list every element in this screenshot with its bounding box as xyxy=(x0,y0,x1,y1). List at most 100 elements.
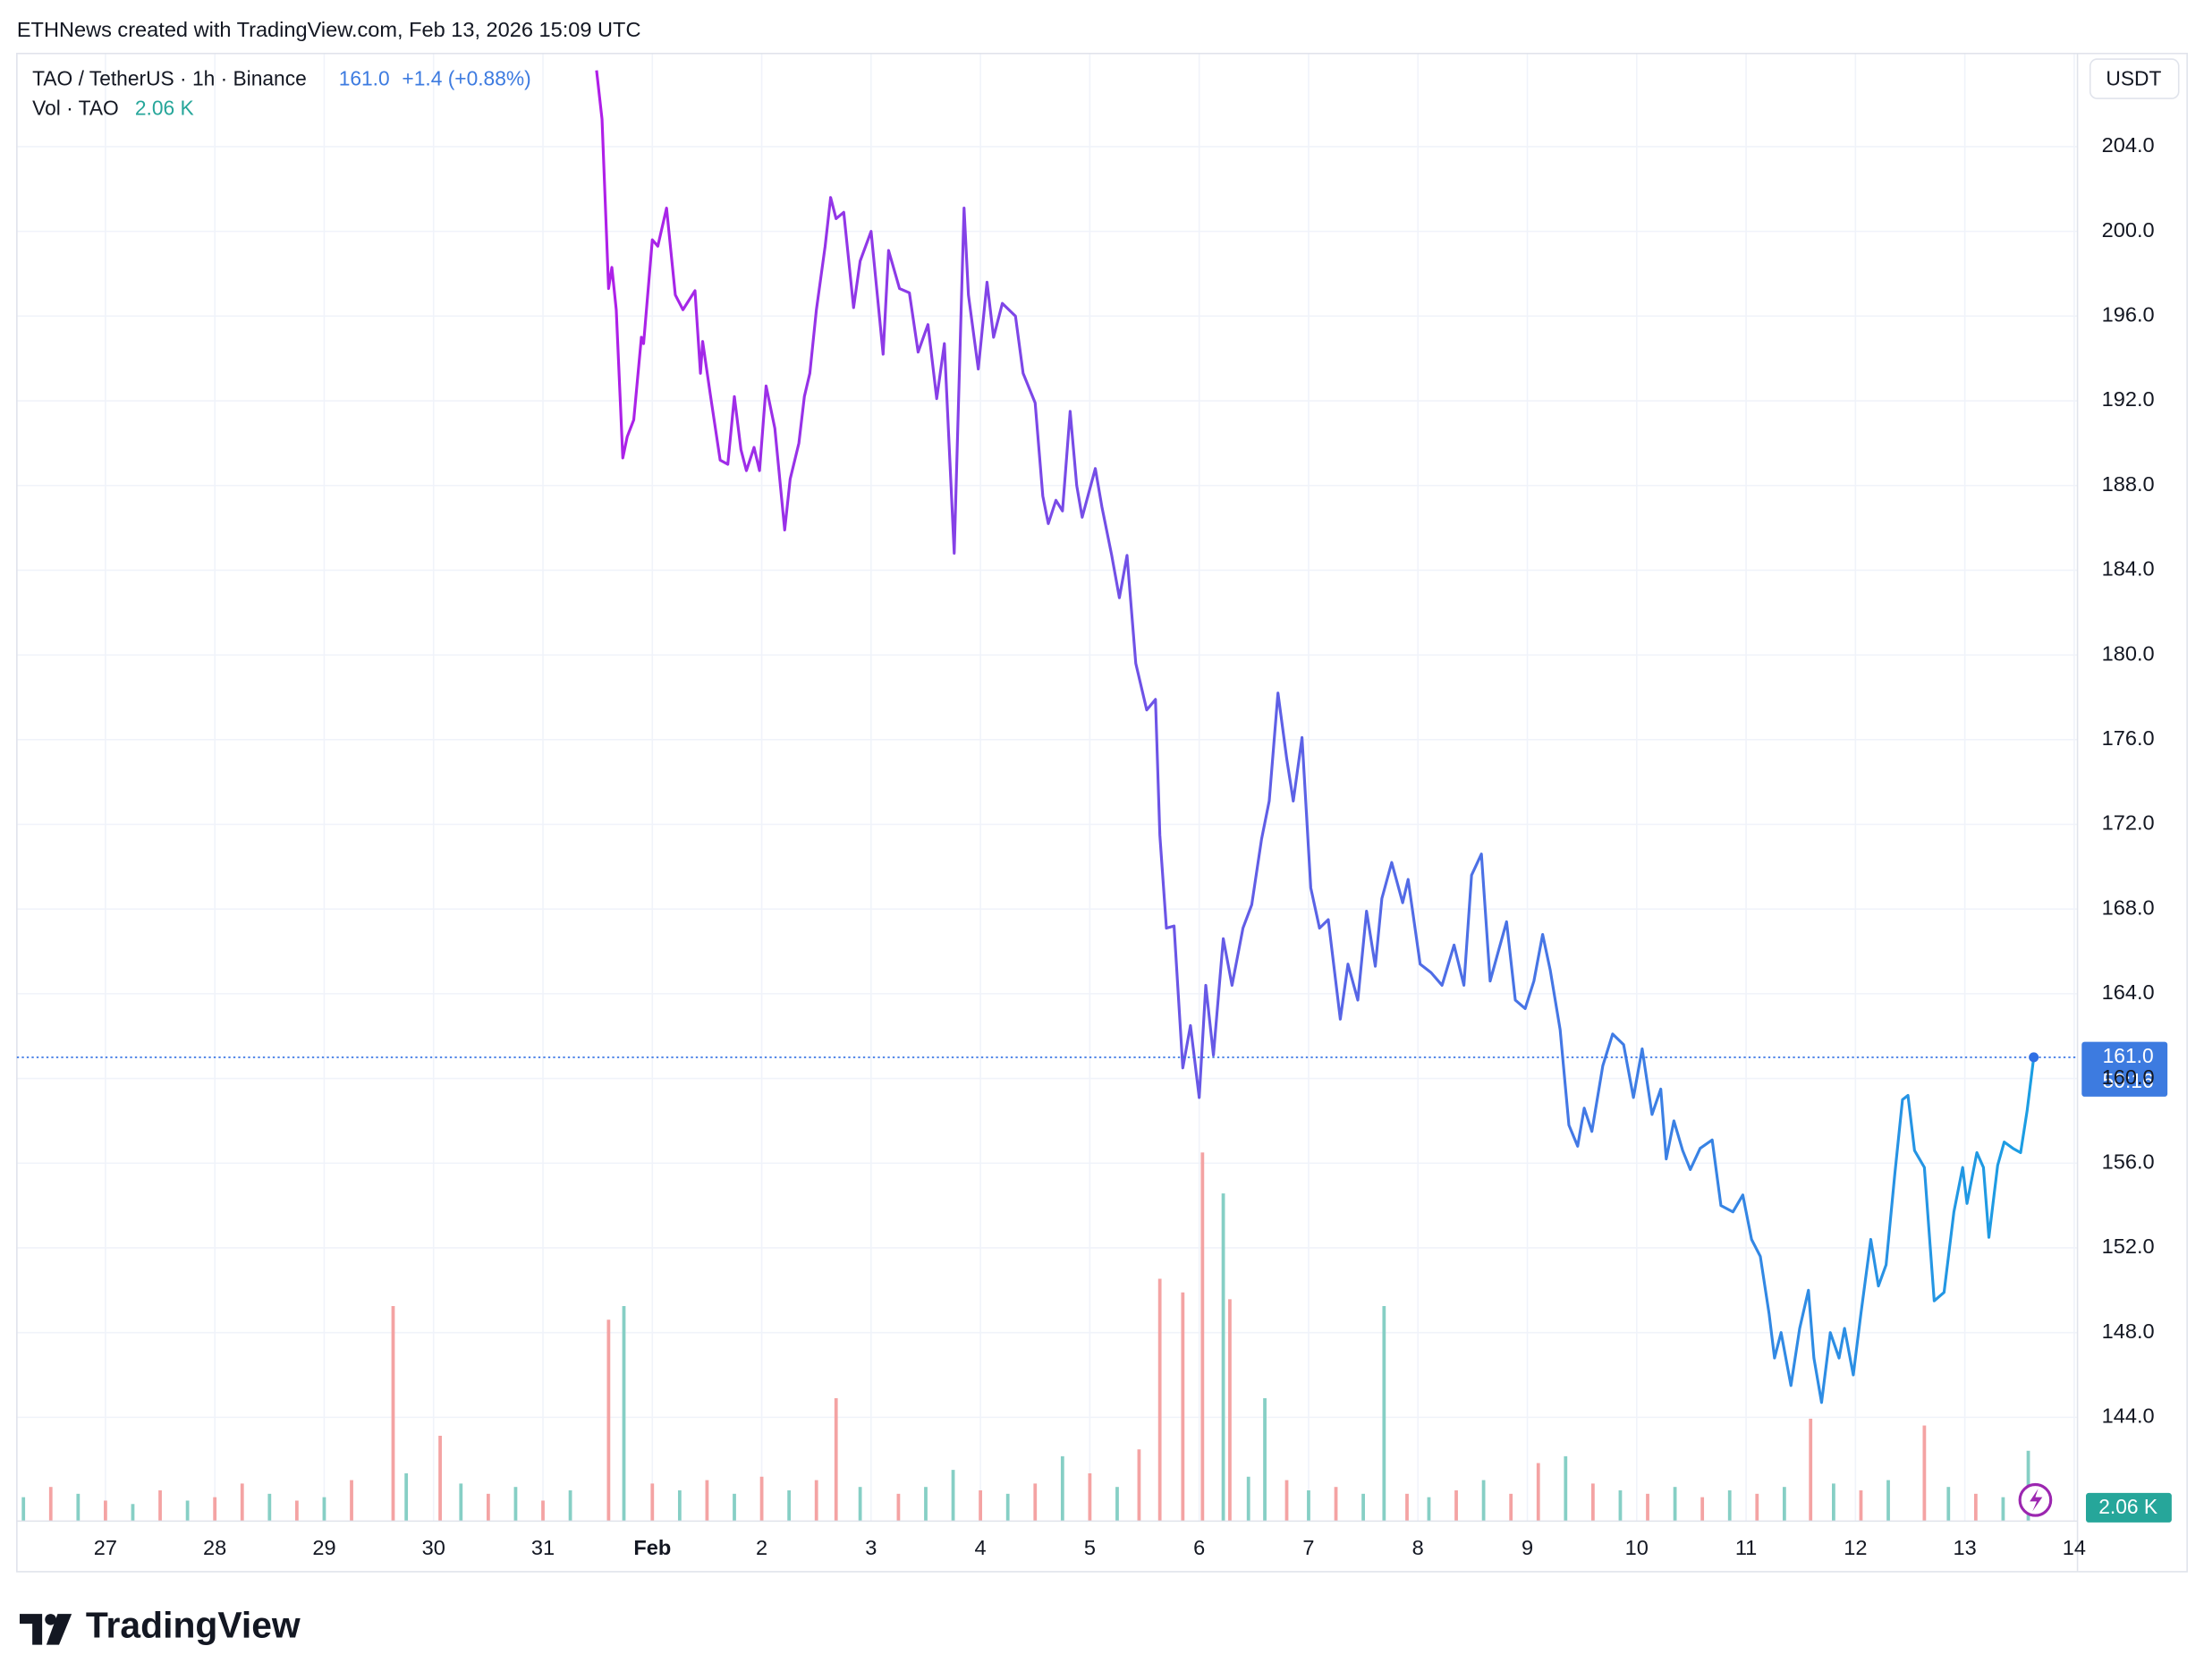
volume-bar xyxy=(1284,1480,1289,1522)
volume-bar xyxy=(1755,1493,1759,1522)
y-tick-label: 160.0 xyxy=(2102,1065,2155,1089)
y-tick-label: 180.0 xyxy=(2102,641,2155,665)
volume-bar xyxy=(924,1487,928,1522)
volume-bar xyxy=(267,1493,272,1522)
x-tick-label: 14 xyxy=(2063,1536,2086,1559)
x-tick-label: 27 xyxy=(94,1536,117,1559)
volume-bar xyxy=(1334,1487,1338,1522)
volume-bar xyxy=(568,1490,572,1522)
bolt xyxy=(2030,1489,2043,1512)
volume-bar xyxy=(322,1497,326,1522)
volume-bar xyxy=(1200,1152,1205,1522)
volume-bar xyxy=(1700,1497,1705,1522)
axis-unit[interactable]: USDT xyxy=(2106,67,2161,90)
y-tick-label: 152.0 xyxy=(2102,1235,2155,1258)
y-tick-label: 188.0 xyxy=(2102,472,2155,496)
volume-bar xyxy=(606,1319,611,1522)
volume-bar xyxy=(185,1500,190,1522)
header: ETHNews created with TradingView.com, Fe… xyxy=(17,18,641,41)
logo-text: TradingView xyxy=(86,1605,301,1646)
unit-button[interactable] xyxy=(2089,58,2180,99)
volume-bar xyxy=(1922,1425,1927,1522)
x-tick-label: 9 xyxy=(1522,1536,1533,1559)
x-tick-label: 6 xyxy=(1193,1536,1205,1559)
y-tick-label: 200.0 xyxy=(2102,218,2155,242)
x-tick-label: 11 xyxy=(1735,1536,1757,1559)
vol-badge xyxy=(2086,1492,2172,1523)
volume-bar xyxy=(787,1490,792,1522)
x-tick-label: 7 xyxy=(1302,1536,1314,1559)
volume-bar xyxy=(677,1490,682,1522)
volume-bar xyxy=(1246,1476,1250,1522)
y-tick-label: 144.0 xyxy=(2102,1404,2155,1428)
volume-bar xyxy=(1886,1480,1890,1522)
price-line xyxy=(595,70,2036,1404)
badge-countdown: 50:16 xyxy=(2103,1069,2154,1092)
volume-bar xyxy=(1405,1493,1409,1522)
volume-bar xyxy=(240,1483,244,1522)
y-tick-label: 172.0 xyxy=(2102,811,2155,835)
badge-price: 161.0 xyxy=(2103,1044,2154,1067)
x-tick-label: 28 xyxy=(203,1536,226,1559)
y-tick-label: 204.0 xyxy=(2102,133,2155,157)
volume-bar xyxy=(391,1305,395,1522)
legend-price: 161.0 xyxy=(339,67,390,90)
volume-bar xyxy=(896,1493,901,1522)
volume-bar xyxy=(459,1483,463,1522)
logo: TradingView xyxy=(20,1605,301,1646)
volume-bar xyxy=(1454,1490,1458,1522)
volume-bar xyxy=(622,1305,626,1522)
x-tick-label: 8 xyxy=(1412,1536,1424,1559)
legend-vol-value: 2.06 K xyxy=(135,97,194,120)
x-tick-label: 3 xyxy=(865,1536,877,1559)
price-badge xyxy=(2081,1041,2168,1097)
volume-bar xyxy=(158,1490,162,1522)
volume-bar xyxy=(1005,1493,1010,1522)
y-tick-label: 164.0 xyxy=(2102,980,2155,1004)
legend-change: +1.4 (+0.88%) xyxy=(402,67,530,90)
last-point xyxy=(2029,1052,2039,1063)
volume-bar xyxy=(2001,1497,2005,1522)
x-tick-label: 5 xyxy=(1084,1536,1096,1559)
volume-bar xyxy=(21,1497,26,1522)
volume-bar xyxy=(1307,1490,1310,1522)
x-tick-label: 31 xyxy=(531,1536,555,1559)
volume-bar xyxy=(438,1435,442,1522)
volume-bar xyxy=(650,1483,655,1522)
volume-bar xyxy=(1564,1455,1568,1522)
y-tick-label: 184.0 xyxy=(2102,557,2155,581)
volume-bar xyxy=(858,1487,862,1522)
y-tick-label: 192.0 xyxy=(2102,387,2155,411)
y-tick-label: 156.0 xyxy=(2102,1150,2155,1173)
volume-bar xyxy=(131,1504,135,1522)
y-tick-label: 196.0 xyxy=(2102,303,2155,327)
volume-bar xyxy=(1646,1493,1649,1522)
y-tick-label: 148.0 xyxy=(2102,1319,2155,1343)
volume-bar xyxy=(1221,1193,1225,1522)
x-tick-label: 10 xyxy=(1625,1536,1649,1559)
x-tick-label: 29 xyxy=(312,1536,335,1559)
legend-vol-title: Vol · TAO xyxy=(32,97,119,120)
volume-bar xyxy=(1060,1455,1064,1522)
y-tick-label: 168.0 xyxy=(2102,895,2155,919)
volume-bar xyxy=(104,1500,107,1522)
frame xyxy=(16,52,2188,1573)
volume-bar xyxy=(1033,1483,1038,1522)
volume-bar xyxy=(814,1480,818,1522)
badge-vol: 2.06 K xyxy=(2098,1495,2157,1518)
volume-bar xyxy=(1361,1493,1365,1522)
legend-symbol: TAO / TetherUS · 1h · Binance xyxy=(32,67,307,90)
volume-bar xyxy=(1481,1480,1486,1522)
volume-bar xyxy=(48,1487,53,1522)
volume-bar xyxy=(1382,1305,1386,1522)
volume-bar xyxy=(1536,1463,1540,1522)
volume-bar xyxy=(1228,1299,1232,1522)
volume-bar xyxy=(1973,1493,1978,1522)
volume-bar xyxy=(1427,1497,1431,1522)
volume-bar xyxy=(295,1500,299,1522)
x-tick-label: 12 xyxy=(1844,1536,1867,1559)
volume-bar xyxy=(979,1490,983,1522)
volume-bar xyxy=(1590,1483,1595,1522)
